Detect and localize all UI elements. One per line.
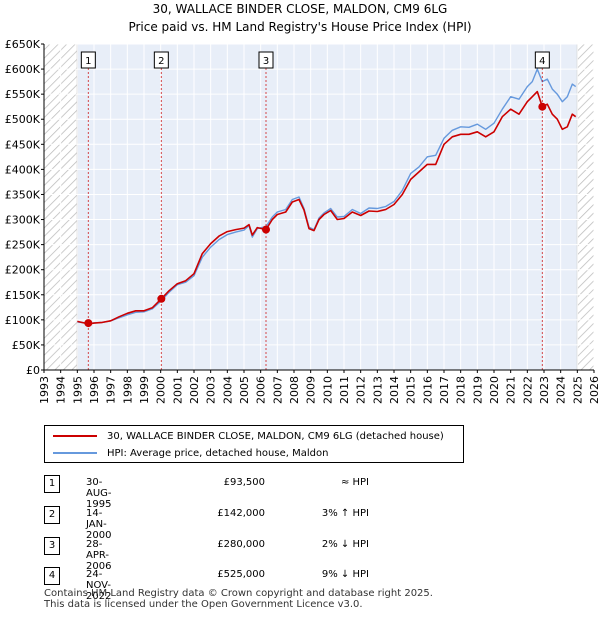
x-tick-label: 1998: [121, 376, 134, 404]
legend-item-property: 30, WALLACE BINDER CLOSE, MALDON, CM9 6L…: [53, 428, 444, 444]
y-tick-label: £300K: [5, 214, 41, 227]
sale-point: [84, 319, 93, 328]
transaction-hpi-diff: 2% ↓ HPI: [321, 539, 369, 550]
property-price-line: [77, 90, 577, 325]
hpi-line: [77, 68, 577, 325]
x-tick-label: 2026: [588, 376, 600, 404]
x-tick-label: 2016: [421, 376, 434, 404]
y-tick-label: £250K: [5, 239, 41, 252]
footer-licence: This data is licensed under the Open Gov…: [44, 599, 363, 610]
y-tick-label: £50K: [12, 339, 41, 352]
transaction-price: £280,000: [217, 539, 265, 550]
y-tick-label: £650K: [5, 38, 41, 51]
transaction-label-box: [153, 51, 169, 69]
x-tick-label: 2009: [305, 376, 318, 404]
transaction-hpi-diff: 3% ↑ HPI: [321, 508, 369, 519]
y-tick-label: £600K: [5, 63, 41, 76]
y-tick-label: £450K: [5, 138, 41, 151]
x-tick-label: 2006: [255, 376, 268, 404]
chart-title: 30, WALLACE BINDER CLOSE, MALDON, CM9 6L…: [152, 2, 448, 16]
x-tick-label: 1997: [105, 376, 118, 404]
footer-copyright: Contains HM Land Registry data © Crown c…: [44, 588, 433, 599]
hatched-no-data-region: [577, 44, 594, 370]
transaction-price: £93,500: [223, 477, 265, 488]
x-tick-label: 2025: [571, 376, 584, 404]
x-tick-label: 1996: [88, 376, 101, 404]
x-tick-label: 1995: [71, 376, 84, 404]
y-tick-label: £400K: [5, 163, 41, 176]
x-tick-label: 2023: [538, 376, 551, 404]
legend: 30, WALLACE BINDER CLOSE, MALDON, CM9 6L…: [44, 425, 464, 463]
x-tick-label: 2015: [405, 376, 418, 404]
transaction-date: 14-JAN-2000: [86, 508, 112, 541]
legend-label-property: 30, WALLACE BINDER CLOSE, MALDON, CM9 6L…: [107, 430, 444, 442]
transaction-label: 2: [158, 56, 164, 67]
transaction-date: 30-AUG-1995: [86, 477, 112, 510]
legend-item-hpi: HPI: Average price, detached house, Mald…: [53, 445, 328, 461]
x-tick-label: 2002: [188, 376, 201, 404]
legend-swatch-property: [53, 435, 97, 437]
y-tick-label: £350K: [5, 188, 41, 201]
x-tick-label: 2020: [488, 376, 501, 404]
x-tick-label: 2007: [271, 376, 284, 404]
x-tick-label: 2022: [521, 376, 534, 404]
transaction-price: £142,000: [217, 508, 265, 519]
transaction-label-box: [258, 51, 274, 69]
x-tick-label: 2010: [321, 376, 334, 404]
chart-subtitle: Price paid vs. HM Land Registry's House …: [128, 20, 472, 34]
transaction-label: 1: [85, 56, 91, 67]
transaction-label-box: [80, 51, 96, 69]
transaction-label: 4: [539, 56, 545, 67]
x-tick-label: 2005: [238, 376, 251, 404]
transaction-hpi-diff: ≈ HPI: [340, 477, 369, 488]
y-tick-label: £500K: [5, 113, 41, 126]
legend-label-hpi: HPI: Average price, detached house, Mald…: [107, 447, 329, 459]
transaction-number-badge: 2: [44, 506, 60, 524]
x-tick-label: 2011: [338, 376, 351, 404]
transaction-number-badge: 3: [44, 537, 60, 555]
x-tick-label: 2018: [455, 376, 468, 404]
x-tick-label: 2001: [171, 376, 184, 404]
legend-swatch-hpi: [53, 452, 97, 454]
x-tick-label: 2008: [288, 376, 301, 404]
x-tick-label: 1994: [55, 376, 68, 404]
transaction-date: 24-NOV-2022: [86, 569, 112, 602]
x-tick-label: 2012: [355, 376, 368, 404]
y-tick-label: £550K: [5, 88, 41, 101]
x-tick-label: 1999: [138, 376, 151, 404]
sale-point: [262, 225, 270, 234]
transaction-number-badge: 1: [44, 475, 60, 493]
transaction-label: 3: [263, 56, 269, 67]
x-tick-label: 2017: [438, 376, 451, 404]
y-tick-label: £0: [26, 364, 40, 377]
x-tick-label: 2003: [205, 376, 218, 404]
x-tick-label: 2000: [155, 376, 168, 404]
price-chart: 1 2 3 4 £0 £50K £100K £150K £200K £250K £300K £350…: [5, 38, 600, 404]
x-tick-label: 1993: [38, 376, 51, 404]
x-tick-label: 2004: [221, 376, 234, 404]
x-tick-label: 2014: [388, 376, 401, 404]
transaction-date: 28-APR-2006: [86, 539, 112, 572]
x-tick-label: 2024: [555, 376, 568, 404]
footer: Contains HM Land Registry data © Crown c…: [44, 588, 433, 610]
transaction-price: £525,000: [217, 569, 265, 580]
y-tick-label: £150K: [5, 289, 41, 302]
transaction-number-badge: 4: [44, 567, 60, 585]
transaction-hpi-diff: 9% ↓ HPI: [321, 569, 369, 580]
x-tick-label: 2019: [471, 376, 484, 404]
x-tick-label: 2013: [371, 376, 384, 404]
sale-point: [157, 294, 166, 303]
x-tick-label: 2021: [505, 376, 518, 404]
y-tick-label: £200K: [5, 264, 41, 277]
sale-point: [538, 102, 547, 111]
transaction-label-box: [534, 51, 550, 69]
y-tick-label: £100K: [5, 314, 41, 327]
